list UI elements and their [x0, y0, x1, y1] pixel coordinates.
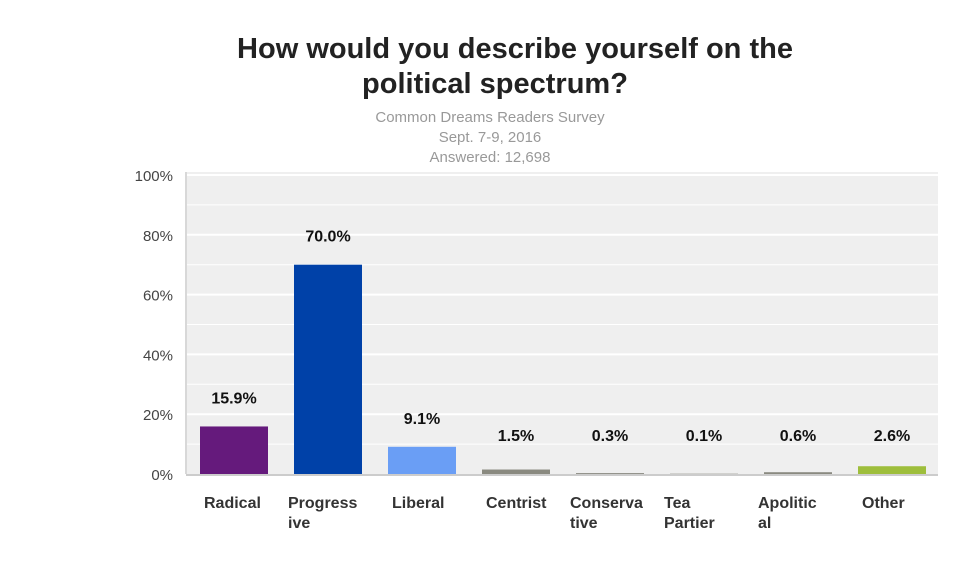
x-tick-label-line: Liberal [392, 495, 444, 512]
bar [294, 264, 362, 474]
x-tick-label-line: Radical [204, 495, 261, 512]
x-tick-label: Liberal [392, 495, 444, 512]
bar [764, 472, 832, 474]
bar [576, 473, 644, 474]
x-tick-label-line: Centrist [486, 495, 547, 512]
x-tick-label-line: Other [862, 495, 905, 512]
data-label: 0.1% [686, 428, 722, 445]
bar [482, 469, 550, 474]
y-tick-label: 40% [143, 347, 173, 364]
data-label: 2.6% [874, 428, 910, 445]
x-tick-label: Radical [204, 495, 261, 512]
x-tick-label: Apolitic al [758, 495, 817, 532]
chart-title-2: political spectrum? [0, 67, 980, 102]
bar [388, 446, 456, 474]
x-tick-label: Tea Partier [664, 495, 715, 532]
bar [858, 466, 926, 474]
x-tick-label: Other [862, 495, 905, 512]
subtitle-1: Common Dreams Readers Survey [375, 109, 605, 126]
y-tick-label: 100% [135, 168, 173, 185]
y-tick-label: 0% [151, 467, 173, 484]
data-label: 70.0% [305, 229, 350, 246]
data-label: 1.5% [498, 428, 534, 445]
bar [200, 426, 268, 474]
y-tick-label: 60% [143, 288, 173, 305]
subtitle-2: Sept. 7-9, 2016 [438, 129, 542, 146]
x-tick-label-line: tive [570, 515, 598, 532]
y-tick-label: 20% [143, 407, 173, 424]
data-label: 0.6% [780, 428, 816, 445]
x-tick-label: Conserva tive [570, 495, 643, 532]
x-tick-label-line: Partier [664, 515, 715, 532]
x-tick-label-line: Conserva [570, 495, 643, 512]
x-tick-label-line: ive [288, 515, 310, 532]
title-line: How would you describe yourself on the [237, 33, 793, 65]
title-line: political spectrum? [362, 68, 628, 100]
data-label: 9.1% [404, 411, 440, 428]
x-tick-label: Centrist [486, 495, 547, 512]
x-tick-label-line: Tea [664, 495, 690, 512]
chart-title: How would you describe yourself on the [0, 32, 980, 67]
subtitle-3: Answered: 12,698 [429, 149, 551, 166]
x-tick-label-line: Apolitic [758, 495, 817, 512]
data-label: 15.9% [211, 390, 256, 407]
x-tick-label-line: al [758, 515, 771, 532]
x-tick-label: Progress ive [288, 495, 357, 532]
data-label: 0.3% [592, 428, 628, 445]
x-tick-label-line: Progress [288, 495, 357, 512]
y-tick-label: 80% [143, 228, 173, 245]
